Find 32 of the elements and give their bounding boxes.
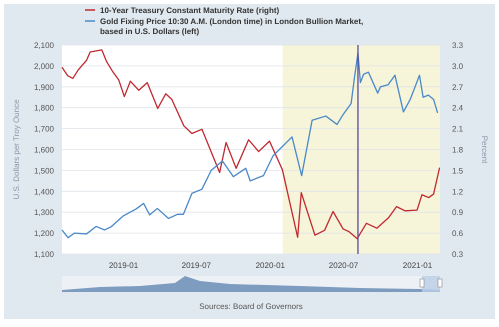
legend-label: 10-Year Treasury Constant Maturity Rate (right) (100, 6, 280, 15)
y2-tick-label: 0.6 (452, 229, 464, 238)
y2-tick-label: 2.4 (452, 104, 464, 113)
y-tick-label: 1,900 (34, 82, 55, 92)
y2-axis-title: Percent (480, 136, 489, 164)
y2-tick-label: 1.8 (452, 146, 464, 154)
y2-tick-label: 0.3 (452, 250, 464, 259)
y2-tick-label: 1.2 (452, 187, 464, 196)
y-tick-label: 1,200 (34, 229, 55, 238)
y2-tick-label: 0.9 (452, 208, 464, 218)
y2-tick-label: 1.5 (452, 166, 464, 176)
y2-tick-label: 3.0 (452, 62, 464, 71)
y-tick-label: 1,700 (34, 124, 55, 134)
source-note: Sources: Board of Governors (199, 302, 303, 311)
x-tick-label: 2020-01 (256, 261, 286, 270)
y-axis-title: U.S. Dollars per Troy Ounce (12, 98, 21, 200)
y-tick-label: 1,400 (34, 187, 55, 196)
y-tick-label: 2,000 (34, 62, 55, 71)
y-tick-label: 2,100 (34, 41, 55, 50)
y-tick-label: 1,100 (34, 250, 55, 259)
y2-tick-label: 3.3 (452, 41, 464, 50)
legend-label: Gold Fixing Price 10:30 A.M. (London time) in London Bullion Market, based in U.S. Dollars (left) (100, 17, 364, 36)
x-tick-label: 2020-07 (328, 261, 359, 270)
x-tick-label: 2019-01 (108, 261, 139, 270)
y2-tick-label: 2.7 (452, 82, 464, 92)
y-tick-label: 1,600 (34, 146, 55, 154)
y-tick-label: 1,500 (34, 166, 55, 176)
y2-tick-label: 2.1 (452, 124, 464, 134)
y-tick-label: 1,300 (34, 208, 55, 218)
x-tick-label: 2019-07 (182, 261, 212, 270)
y-tick-label: 1,800 (34, 104, 55, 113)
x-tick-label: 2021-01 (402, 261, 433, 270)
